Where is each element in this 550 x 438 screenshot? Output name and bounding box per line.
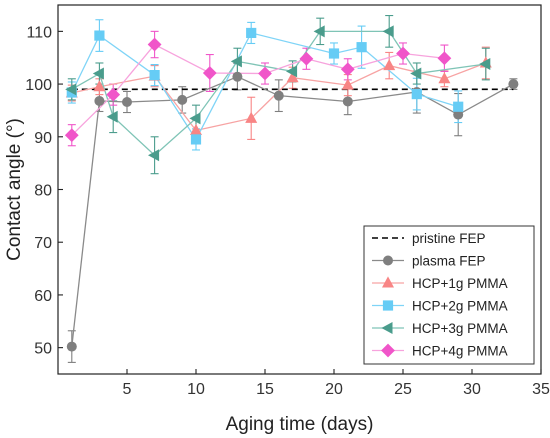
legend-label: HCP+3g PMMA [412, 321, 508, 336]
data-point [453, 101, 464, 112]
legend-box [363, 225, 535, 365]
data-point [396, 46, 410, 61]
x-axis-title: Aging time (days) [226, 414, 374, 435]
axes: 5 10 15 20 25 30 35 50 60 70 80 90 100 110 Aging time … [4, 4, 550, 435]
legend-entry: HCP+3g PMMA [372, 321, 508, 336]
legend-swatch-marker [383, 255, 393, 266]
data-point [437, 51, 452, 66]
data-point [106, 110, 118, 123]
legend-swatch-marker [381, 343, 395, 358]
data-point [147, 37, 162, 52]
legend-entry: pristine FEP [372, 231, 486, 246]
legend-label: HCP+4g PMMA [412, 344, 508, 359]
data-point [245, 111, 258, 123]
data-point [190, 123, 202, 135]
legend-swatch-marker [382, 300, 394, 311]
data-point [190, 134, 202, 145]
data-point [342, 96, 353, 107]
data-point [410, 67, 422, 80]
x-tick-label: 10 [187, 381, 205, 398]
data-point [313, 25, 325, 38]
y-tick-label: 80 [34, 183, 52, 200]
data-point [64, 128, 79, 143]
data-point [94, 95, 105, 106]
y-tick-label: 70 [34, 235, 52, 252]
data-point [149, 70, 160, 81]
legend-label: plasma FEP [412, 254, 486, 269]
data-point [189, 112, 201, 125]
data-point [479, 58, 491, 71]
legend: pristine FEP plasma FEP HCP+1g PMMA HCP+2g … [363, 225, 535, 365]
data-point [286, 71, 299, 83]
legend-entry: plasma FEP [372, 254, 486, 269]
x-tick-label: 30 [463, 381, 481, 398]
data-point [411, 88, 422, 100]
data-point [273, 90, 284, 101]
y-tick-label: 110 [26, 24, 52, 41]
data-point [328, 48, 340, 59]
data-point [453, 109, 464, 120]
data-point [246, 27, 257, 39]
data-point [508, 79, 519, 90]
data-point [230, 55, 242, 68]
data-point [356, 42, 367, 53]
legend-entry: HCP+1g PMMA [372, 276, 508, 291]
data-point [438, 72, 451, 84]
data-point [122, 96, 132, 107]
data-point [299, 51, 314, 66]
data-point [65, 83, 77, 96]
data-point [92, 67, 104, 80]
legend-label: HCP+1g PMMA [412, 276, 508, 291]
data-point [177, 94, 188, 105]
data-point [341, 78, 354, 90]
data-point [94, 30, 105, 41]
legend-entry: HCP+2g PMMA [372, 299, 508, 314]
x-tick-label: 25 [394, 381, 412, 398]
y-tick-label: 90 [34, 130, 52, 147]
data-point [232, 71, 243, 82]
data-point [340, 62, 355, 77]
y-tick-label: 50 [34, 341, 52, 358]
x-tick-label: 35 [532, 381, 550, 398]
legend-label: pristine FEP [412, 231, 486, 246]
x-tick-label: 5 [123, 381, 132, 398]
data-point [382, 25, 394, 38]
data-point [93, 80, 106, 92]
data-point [258, 66, 272, 81]
data-point [383, 59, 396, 71]
data-markers [64, 25, 519, 352]
x-tick-label: 20 [325, 381, 343, 398]
data-point [66, 341, 77, 352]
legend-label: HCP+2g PMMA [412, 299, 508, 314]
data-point [148, 149, 160, 162]
legend-entry: HCP+4g PMMA [372, 344, 508, 359]
y-axis-title: Contact angle (°) [4, 118, 25, 261]
data-point [106, 87, 121, 102]
y-tick-label: 60 [34, 288, 52, 305]
data-point [286, 65, 298, 78]
legend-swatch-marker [381, 322, 393, 334]
legend-swatch-marker [382, 276, 394, 288]
x-tick-label: 15 [256, 381, 274, 398]
y-tick-label: 100 [25, 77, 52, 94]
data-point [202, 66, 217, 80]
